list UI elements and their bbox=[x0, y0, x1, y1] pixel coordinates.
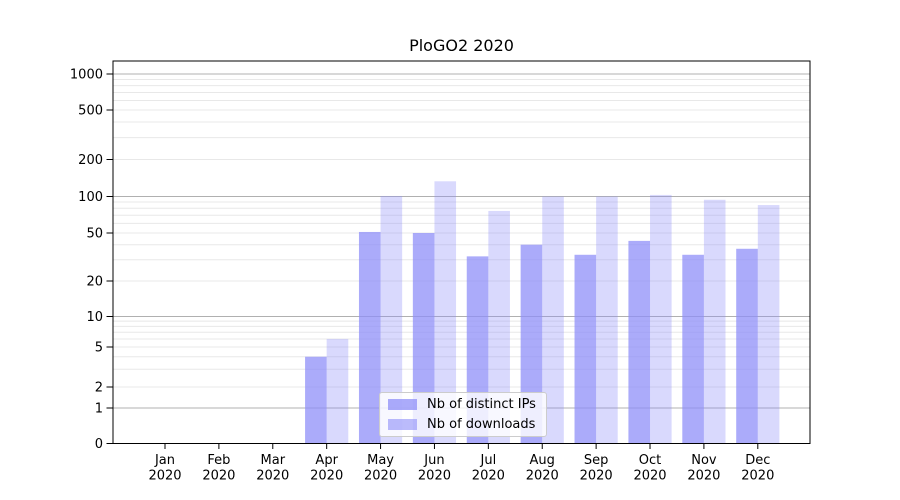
x-month-label: Oct bbox=[639, 453, 661, 468]
x-month-label: Nov bbox=[691, 453, 717, 468]
x-year-label: 2020 bbox=[580, 469, 613, 484]
bar-downloads bbox=[757, 205, 780, 444]
x-year-label: 2020 bbox=[148, 469, 181, 484]
bar-distinct-ips bbox=[628, 240, 651, 444]
bar-downloads bbox=[326, 338, 349, 444]
x-month-label: Jul bbox=[480, 453, 497, 468]
bar-distinct-ips bbox=[682, 254, 704, 444]
x-year-label: 2020 bbox=[526, 469, 559, 484]
bar-downloads bbox=[596, 196, 618, 444]
legend-label-downloads: Nb of downloads bbox=[427, 417, 536, 432]
y-tick-label: 1 bbox=[95, 402, 103, 417]
bar-distinct-ips bbox=[574, 254, 597, 444]
legend-label-distinct-ips: Nb of distinct IPs bbox=[427, 397, 536, 412]
x-month-label: Dec bbox=[745, 453, 770, 468]
x-year-label: 2020 bbox=[310, 469, 343, 484]
y-tick-label: 10 bbox=[86, 310, 103, 325]
legend-item-distinct-ips: Nb of distinct IPs bbox=[388, 396, 546, 413]
bar-distinct-ips bbox=[412, 233, 435, 444]
bar-distinct-ips bbox=[305, 356, 327, 444]
x-year-label: 2020 bbox=[256, 469, 289, 484]
bar-downloads bbox=[542, 196, 564, 444]
x-year-label: 2020 bbox=[741, 469, 774, 484]
y-tick-label: 5 bbox=[95, 341, 103, 356]
x-month-label: Jan bbox=[154, 453, 175, 468]
bar-distinct-ips bbox=[358, 231, 381, 444]
x-month-label: Jun bbox=[423, 453, 444, 468]
x-month-label: Aug bbox=[530, 453, 555, 468]
x-month-label: Apr bbox=[315, 453, 338, 468]
bar-downloads bbox=[650, 194, 672, 444]
legend: Nb of distinct IPs Nb of downloads bbox=[379, 392, 547, 437]
legend-item-downloads: Nb of downloads bbox=[388, 416, 546, 433]
y-tick-label: 200 bbox=[78, 153, 103, 168]
x-year-label: 2020 bbox=[633, 469, 666, 484]
bar-downloads bbox=[703, 199, 726, 444]
chart-title: PloGO2 2020 bbox=[409, 36, 514, 55]
y-tick-label: 100 bbox=[78, 190, 103, 205]
x-year-label: 2020 bbox=[202, 469, 235, 484]
x-month-label: Feb bbox=[207, 453, 230, 468]
bar-downloads bbox=[488, 210, 510, 444]
x-year-label: 2020 bbox=[418, 469, 451, 484]
bar-downloads bbox=[380, 195, 403, 444]
x-year-label: 2020 bbox=[687, 469, 720, 484]
x-year-label: 2020 bbox=[472, 469, 505, 484]
legend-swatch-distinct-ips bbox=[388, 399, 417, 410]
bar-downloads bbox=[434, 181, 457, 444]
axis-frame bbox=[112, 60, 811, 444]
y-tick-label: 20 bbox=[86, 275, 103, 290]
x-month-label: May bbox=[367, 453, 394, 468]
x-year-label: 2020 bbox=[364, 469, 397, 484]
legend-swatch-downloads bbox=[388, 419, 417, 430]
x-month-label: Sep bbox=[584, 453, 609, 468]
bar-distinct-ips bbox=[736, 248, 758, 444]
x-month-label: Mar bbox=[261, 453, 286, 468]
y-tick-label: 500 bbox=[78, 104, 103, 119]
y-tick-label: 50 bbox=[86, 227, 103, 242]
y-tick-label: 2 bbox=[95, 381, 103, 396]
y-tick-label: 1000 bbox=[70, 68, 103, 83]
y-tick-label: 0 bbox=[95, 437, 103, 452]
